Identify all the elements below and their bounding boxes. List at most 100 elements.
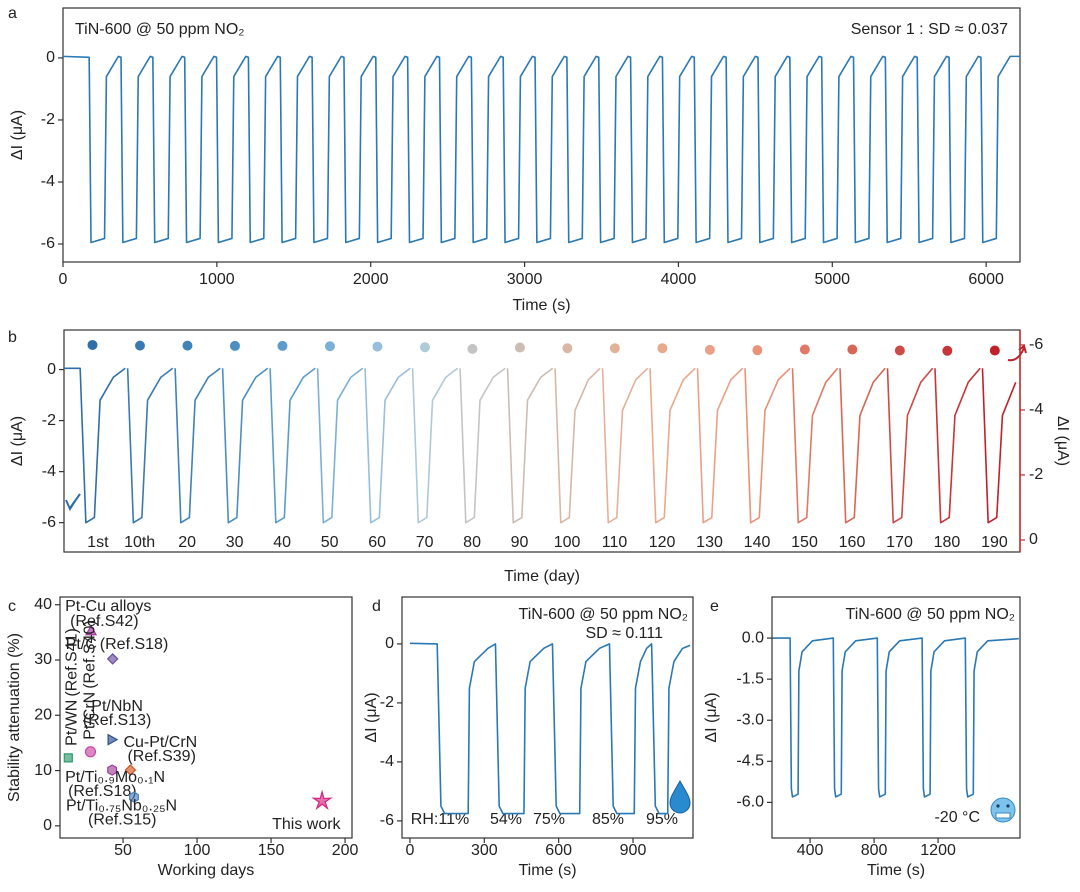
x-tick-label: 6000	[968, 271, 1004, 288]
point-name: Pt/Ti₀.₇₅Nb₀.₂₅N	[66, 797, 177, 814]
pulse-label: 54%	[490, 811, 522, 828]
retention-marker	[134, 340, 145, 351]
data-line	[411, 367, 459, 524]
panel: c 0 10 20 30 40 50 100 150 200 Working days Stabili…	[6, 596, 358, 879]
series-label: 50	[321, 534, 339, 551]
panel-label: d	[372, 598, 381, 615]
y2-tick-label: -2	[1029, 466, 1043, 483]
point-name: Pt/C	[66, 636, 97, 653]
x-tick-label: 3000	[507, 271, 543, 288]
series-label: 30	[226, 534, 244, 551]
point-ref: (Ref.S40)	[82, 620, 99, 688]
arrow-head	[65, 499, 76, 512]
y2-tick-label: -4	[1029, 401, 1043, 418]
data-line	[64, 367, 126, 524]
data-line	[221, 367, 269, 524]
series-label: 90	[511, 534, 529, 551]
y-tick-label: 20	[34, 707, 52, 724]
data-line	[459, 367, 506, 524]
retention-marker	[609, 343, 620, 354]
y-tick-label: 0	[46, 49, 55, 66]
series-label: 10th	[124, 534, 155, 551]
x-axis-label: Time (s)	[867, 862, 925, 879]
x-tick-label: 900	[620, 842, 647, 859]
pulse-label: 95%	[646, 811, 678, 828]
point-name: This work	[272, 816, 341, 833]
y-axis-label: ΔI (μA)	[703, 692, 720, 742]
panel: b 0 -2 -4 -6 0 -2 -4 -6 ΔI (μA) Time (day) ΔI (μA) 1…	[8, 329, 1071, 585]
x-tick-label: 0	[59, 271, 68, 288]
series-label: 180	[934, 534, 961, 551]
scatter-marker	[129, 791, 139, 803]
data-line	[744, 367, 791, 524]
series-label: 20	[178, 534, 196, 551]
scatter-marker	[107, 733, 119, 746]
point-ref: (Ref.S13)	[83, 712, 151, 729]
series-label: 100	[554, 534, 581, 551]
panel: a 0 -2 -4 -6 0 1000 2000 3000 4000 5000 6000 Time (s…	[8, 5, 1021, 314]
data-line	[554, 367, 601, 524]
water-drop-icon	[669, 779, 691, 814]
retention-marker	[989, 345, 1000, 356]
scatter-marker	[84, 746, 97, 758]
chart-title: TiN-600 @ 50 ppm NO₂	[846, 606, 1015, 623]
x-axis-label: Working days	[158, 862, 255, 879]
x-tick-label: 5000	[814, 271, 850, 288]
point-name: Pt-Cu alloys	[65, 598, 151, 615]
retention-marker	[87, 339, 98, 350]
retention-marker	[942, 345, 953, 356]
x-tick-label: 300	[471, 842, 498, 859]
retention-marker	[229, 340, 240, 351]
pulse-label: RH:11%	[411, 811, 469, 828]
scatter-marker	[311, 789, 333, 811]
arrow	[1007, 347, 1025, 362]
cold-face-mouth	[995, 812, 1011, 819]
pulse-label: 85%	[592, 811, 624, 828]
series-label: 160	[839, 534, 866, 551]
panel-label: c	[8, 598, 16, 615]
y-tick-label: 0	[385, 635, 394, 652]
data-line	[696, 367, 744, 524]
plot-area	[64, 339, 1017, 524]
plot-frame	[62, 7, 1021, 263]
y-tick-label: 30	[34, 651, 52, 668]
scatter-marker	[85, 624, 98, 636]
series-label: 140	[744, 534, 771, 551]
y-tick-label: -2	[380, 694, 394, 711]
y-tick-label: 0	[47, 361, 56, 378]
plot-frame	[771, 596, 1021, 839]
annotation: Sensor 1 : SD ≈ 0.037	[851, 21, 1008, 38]
data-line	[649, 367, 696, 524]
series-label: 80	[463, 534, 481, 551]
data-line	[791, 367, 839, 524]
y-tick-label: -4.5	[736, 753, 764, 770]
panel-label: e	[710, 598, 719, 615]
x-tick-label: 50	[114, 842, 132, 859]
scatter-marker	[124, 764, 137, 776]
point-ref: (Ref.S42)	[70, 613, 138, 630]
y-axis-label: ΔI (μA)	[9, 416, 26, 466]
scatter-marker	[63, 753, 73, 763]
data-line	[886, 367, 934, 524]
retention-marker	[372, 341, 383, 352]
plot-frame	[59, 596, 353, 839]
scatter-marker	[107, 764, 118, 776]
y-tick-label: -3.0	[736, 711, 764, 728]
y-tick-label: -6	[41, 235, 55, 252]
scatter-marker	[106, 653, 119, 665]
series-label: 40	[273, 534, 291, 551]
x-tick-label: 400	[797, 842, 824, 859]
y-tick-label: -6.0	[736, 794, 764, 811]
cold-face-eye	[996, 804, 1000, 808]
x-axis-label: Time (s)	[512, 297, 570, 314]
point-ref: (Ref.S39)	[127, 748, 195, 765]
panel-label: b	[8, 329, 17, 346]
annotation: -20 °C	[934, 809, 980, 826]
y-tick-label: -4	[42, 463, 56, 480]
retention-marker	[514, 342, 525, 353]
x-tick-label: 100	[184, 842, 211, 859]
retention-marker	[799, 344, 810, 355]
retention-marker	[562, 343, 573, 354]
data-line	[934, 367, 981, 524]
